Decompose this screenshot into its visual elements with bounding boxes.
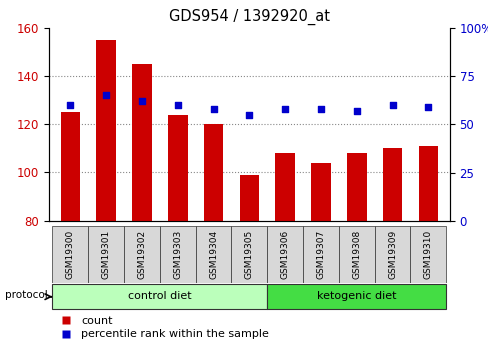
Bar: [88, 226, 124, 283]
Text: GSM19300: GSM19300: [66, 230, 75, 279]
Text: GSM19310: GSM19310: [423, 230, 432, 279]
Text: GSM19302: GSM19302: [137, 230, 146, 279]
Point: [66, 102, 74, 108]
Text: protocol: protocol: [5, 290, 47, 300]
Point: [138, 98, 145, 104]
Bar: [231, 226, 267, 283]
Bar: [418, 146, 437, 221]
Text: GSM19306: GSM19306: [280, 230, 289, 279]
Bar: [303, 226, 338, 283]
Point: [281, 106, 288, 111]
Text: GSM19308: GSM19308: [351, 230, 361, 279]
Bar: [338, 226, 374, 283]
Bar: [132, 64, 151, 221]
Text: ketogenic diet: ketogenic diet: [316, 291, 396, 301]
Bar: [310, 163, 330, 221]
Bar: [52, 284, 267, 309]
Point: [245, 112, 253, 117]
Point: [352, 108, 360, 114]
Text: GSM19307: GSM19307: [316, 230, 325, 279]
Point: [209, 106, 217, 111]
Bar: [267, 284, 446, 309]
Bar: [96, 40, 116, 221]
Bar: [195, 226, 231, 283]
Bar: [239, 175, 259, 221]
Bar: [124, 226, 160, 283]
Bar: [346, 153, 366, 221]
Point: [174, 102, 182, 108]
Text: GSM19303: GSM19303: [173, 230, 182, 279]
Point: [316, 106, 324, 111]
Text: GSM19304: GSM19304: [209, 230, 218, 279]
Point: [424, 104, 431, 110]
Bar: [374, 226, 409, 283]
Bar: [61, 112, 80, 221]
Bar: [382, 148, 402, 221]
Bar: [167, 115, 187, 221]
Legend: count, percentile rank within the sample: count, percentile rank within the sample: [54, 316, 268, 339]
Text: GSM19309: GSM19309: [387, 230, 396, 279]
Text: GSM19305: GSM19305: [244, 230, 253, 279]
Bar: [267, 226, 303, 283]
Point: [102, 92, 110, 98]
Text: control diet: control diet: [128, 291, 191, 301]
Title: GDS954 / 1392920_at: GDS954 / 1392920_at: [168, 9, 329, 25]
Bar: [275, 153, 294, 221]
Bar: [409, 226, 446, 283]
Bar: [160, 226, 195, 283]
Bar: [52, 226, 88, 283]
Point: [388, 102, 396, 108]
Bar: [203, 124, 223, 221]
Text: GSM19301: GSM19301: [102, 230, 110, 279]
